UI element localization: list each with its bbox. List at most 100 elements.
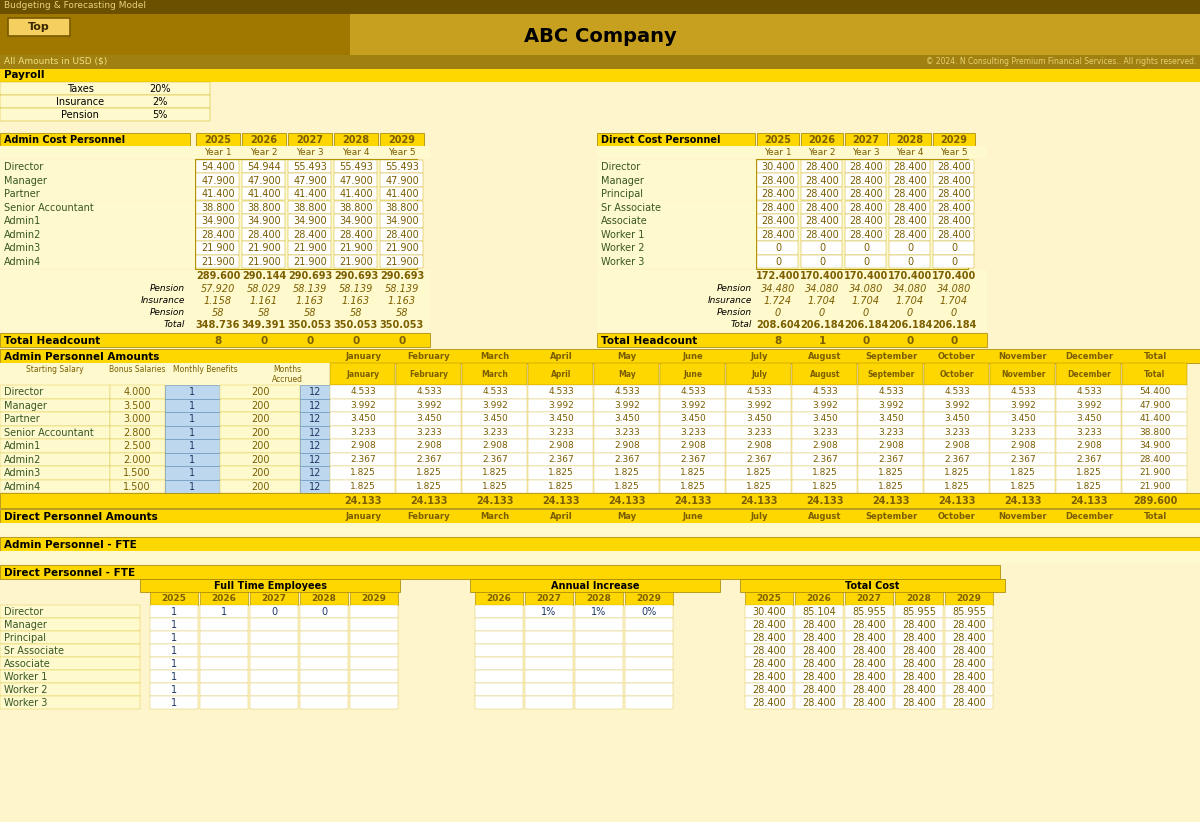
Text: Year 5: Year 5 [388,148,416,157]
Text: 0: 0 [863,243,869,253]
Text: 1.704: 1.704 [896,296,924,306]
Text: July: July [750,512,768,521]
Text: 3.992: 3.992 [1010,400,1036,409]
Text: Total Headcount: Total Headcount [4,336,101,346]
Text: September: September [865,512,917,521]
Text: 0: 0 [863,336,870,346]
Bar [196,241,239,255]
Bar [200,618,248,631]
Bar [0,479,110,493]
Bar [0,466,110,479]
Text: 0: 0 [906,336,913,346]
Text: 3.992: 3.992 [1076,400,1102,409]
Bar [990,385,1055,399]
Bar [594,412,659,426]
Bar [990,479,1055,493]
Text: 2025: 2025 [162,594,186,603]
Text: 170.400: 170.400 [844,271,888,281]
Bar [0,270,430,282]
Bar [660,439,725,452]
Text: Months
Accrued: Months Accrued [272,365,302,385]
Bar [475,683,523,696]
Bar [1122,363,1187,385]
Bar [196,173,239,187]
Bar [625,592,673,605]
Text: 4.533: 4.533 [680,387,706,396]
Bar [757,241,798,255]
Text: Pension: Pension [150,284,185,293]
Text: 24.133: 24.133 [740,496,778,506]
Text: 2.908: 2.908 [416,441,442,450]
Text: 2028: 2028 [312,594,336,603]
Bar [300,385,330,399]
Text: 58.029: 58.029 [247,284,281,294]
Text: Total: Total [1145,370,1165,379]
Text: 1.825: 1.825 [614,468,640,477]
Text: 28.400: 28.400 [805,229,839,239]
Text: 290.693: 290.693 [334,271,378,281]
Text: 28.400: 28.400 [761,216,794,226]
Text: 3.992: 3.992 [812,400,838,409]
Bar [575,618,623,631]
Bar [895,696,943,709]
Bar [528,412,593,426]
Text: Admin2: Admin2 [4,229,41,239]
Bar [726,452,791,466]
Bar [288,160,331,173]
Text: March: March [480,512,510,521]
Text: 28.400: 28.400 [852,672,886,682]
Bar [598,241,756,255]
Bar [242,173,286,187]
Bar [528,452,593,466]
Text: Total Headcount: Total Headcount [601,336,697,346]
Text: 21.900: 21.900 [247,243,281,253]
Bar [300,592,348,605]
Text: 58.139: 58.139 [293,284,328,294]
Bar [0,318,430,330]
Bar [528,363,593,385]
Bar [745,644,793,657]
Text: 2.908: 2.908 [680,441,706,450]
Bar [334,228,377,241]
Bar [598,270,986,282]
Bar [0,294,430,306]
Text: 3.450: 3.450 [746,414,772,423]
Bar [242,255,286,268]
Bar [110,399,166,412]
Bar [726,439,791,452]
Text: 2026: 2026 [251,135,277,145]
Text: 3.233: 3.233 [944,427,970,436]
Text: 28.400: 28.400 [752,646,786,656]
Text: 1.825: 1.825 [680,482,706,491]
Text: July: July [751,370,767,379]
Text: Admin3: Admin3 [4,243,41,253]
Bar [475,644,523,657]
Text: 2026: 2026 [806,594,832,603]
Text: 290.144: 290.144 [242,271,286,281]
Text: 3.450: 3.450 [944,414,970,423]
Bar [889,133,931,146]
Bar [528,466,593,479]
Text: Director: Director [4,162,43,172]
Text: December: December [1064,352,1114,361]
Text: Full Time Employees: Full Time Employees [214,581,326,591]
Bar [470,579,720,592]
Text: Starting Salary: Starting Salary [26,365,84,374]
Bar [526,618,574,631]
Text: 1.825: 1.825 [746,482,772,491]
Bar [166,439,220,452]
Bar [166,452,220,466]
Bar [575,644,623,657]
Bar [0,363,330,385]
Bar [745,605,793,618]
Bar [990,426,1055,439]
Bar [300,479,330,493]
Bar [0,670,140,683]
Bar [946,605,994,618]
Bar [526,605,574,618]
Text: 2029: 2029 [361,594,386,603]
Text: 2.908: 2.908 [614,441,640,450]
Text: 8: 8 [774,336,781,346]
Bar [575,670,623,683]
Text: 1.825: 1.825 [416,482,442,491]
